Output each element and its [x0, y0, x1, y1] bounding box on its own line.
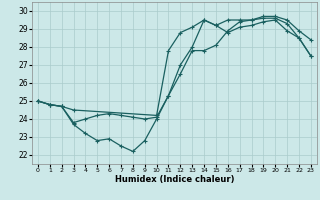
- X-axis label: Humidex (Indice chaleur): Humidex (Indice chaleur): [115, 175, 234, 184]
